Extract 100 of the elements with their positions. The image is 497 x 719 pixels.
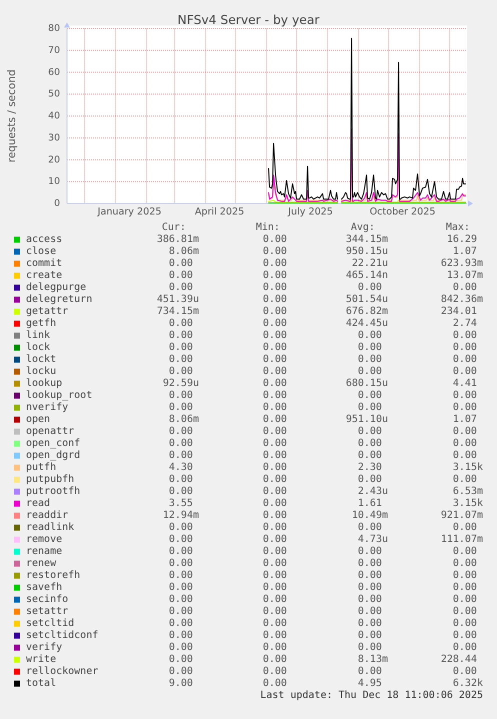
text: 0.00 — [262, 354, 287, 366]
text: 2.74 — [452, 318, 477, 330]
text: 921.07m — [440, 510, 483, 522]
legend-label: setcltid — [26, 618, 74, 630]
text: 0.00 — [262, 462, 287, 474]
text: 111.07m — [440, 534, 483, 546]
text: 0.00 — [262, 270, 287, 282]
text: 0.00 — [168, 474, 193, 486]
text: 0.00 — [168, 654, 193, 666]
legend-label: remove — [26, 534, 62, 546]
text: 0.00 — [358, 366, 382, 378]
text: 0.00 — [262, 654, 287, 666]
text: 0.00 — [452, 330, 477, 342]
legend-label: putfh — [26, 462, 56, 474]
text: 0.00 — [358, 594, 382, 606]
text: 0.00 — [452, 426, 477, 438]
y-tick-label: 20 — [48, 154, 60, 166]
text: 0.00 — [168, 354, 193, 366]
text: 0.00 — [168, 546, 193, 558]
text: 1.07 — [452, 414, 477, 426]
text: 0.00 — [262, 630, 287, 642]
text: 0.00 — [358, 630, 382, 642]
legend-label: nverify — [26, 402, 68, 414]
text: 2.30 — [358, 462, 382, 474]
text: 451.39u — [156, 294, 199, 306]
text: 0.00 — [452, 402, 477, 414]
legend-label: access — [26, 234, 62, 246]
text: 386.81m — [156, 234, 199, 246]
legend-label: readlink — [26, 522, 74, 534]
text: 0.00 — [262, 486, 287, 498]
text: 0.00 — [262, 474, 287, 486]
text: 0.00 — [262, 342, 287, 354]
text: 0.00 — [168, 426, 193, 438]
text: 0.00 — [452, 342, 477, 354]
legend-label: setcltidconf — [26, 630, 98, 642]
text: 0.00 — [358, 570, 382, 582]
text: 0.00 — [168, 534, 193, 546]
text: 0.00 — [358, 558, 382, 570]
text: 0.00 — [452, 390, 477, 402]
text: 0.00 — [262, 414, 287, 426]
legend-label: getattr — [26, 306, 68, 318]
text: 0.00 — [262, 282, 287, 294]
legend-label: openattr — [26, 426, 74, 438]
text: 8.06m — [168, 246, 199, 258]
text: 1.61 — [358, 498, 382, 510]
text: 10.49m — [352, 510, 388, 522]
text: 0.00 — [358, 426, 382, 438]
text: 0.00 — [358, 438, 382, 450]
text: 3.55 — [168, 498, 193, 510]
text: 0.00 — [452, 570, 477, 582]
legend-label: open — [26, 414, 50, 426]
text: 0.00 — [262, 234, 287, 246]
legend-label: delegpurge — [26, 282, 86, 294]
text: 22.21u — [352, 258, 388, 270]
text: 0.00 — [168, 258, 193, 270]
text: 0.00 — [358, 354, 382, 366]
text: 0.00 — [262, 426, 287, 438]
text: 0.00 — [358, 390, 382, 402]
text: 0.00 — [262, 366, 287, 378]
legend-label: lookup_root — [26, 390, 92, 402]
text: 0.00 — [262, 618, 287, 630]
text: 0.00 — [168, 450, 193, 462]
text: 424.45u — [346, 318, 388, 330]
text: 0.00 — [168, 606, 193, 618]
text: 1.07 — [452, 246, 477, 258]
text: 6.32k — [452, 678, 483, 690]
y-tick-label: 50 — [48, 88, 60, 100]
y-tick-label: 40 — [48, 110, 60, 122]
y-tick-label: 70 — [48, 44, 60, 56]
text: 0.00 — [168, 582, 193, 594]
text: 0.00 — [452, 366, 477, 378]
text: 0.00 — [452, 474, 477, 486]
text: 0.00 — [168, 522, 193, 534]
text: 0.00 — [358, 606, 382, 618]
text: 228.44 — [440, 654, 477, 666]
text: 0.00 — [168, 486, 193, 498]
text: 13.07m — [446, 270, 483, 282]
text: 0.00 — [262, 678, 287, 690]
text: 680.15u — [346, 378, 388, 390]
legend-label: lock — [26, 342, 50, 354]
text: 623.93m — [440, 258, 483, 270]
text: 0.00 — [168, 618, 193, 630]
text: 3.15k — [452, 498, 483, 510]
text: 0.00 — [358, 450, 382, 462]
text: 0.00 — [262, 390, 287, 402]
legend-label: open_dgrd — [26, 450, 80, 462]
text: 6.53m — [452, 486, 483, 498]
text: 4.41 — [452, 378, 477, 390]
text: 0.00 — [168, 390, 193, 402]
text: 0.00 — [168, 342, 193, 354]
text: 8.13m — [358, 654, 388, 666]
text: 0.00 — [168, 558, 193, 570]
text: 0.00 — [168, 366, 193, 378]
text: 951.10u — [346, 414, 388, 426]
text: 0.00 — [452, 594, 477, 606]
y-tick-label: 30 — [48, 132, 60, 144]
text: 0.00 — [262, 258, 287, 270]
legend-label: setattr — [26, 606, 68, 618]
y-tick-label: 10 — [48, 176, 60, 188]
text: 0.00 — [452, 450, 477, 462]
